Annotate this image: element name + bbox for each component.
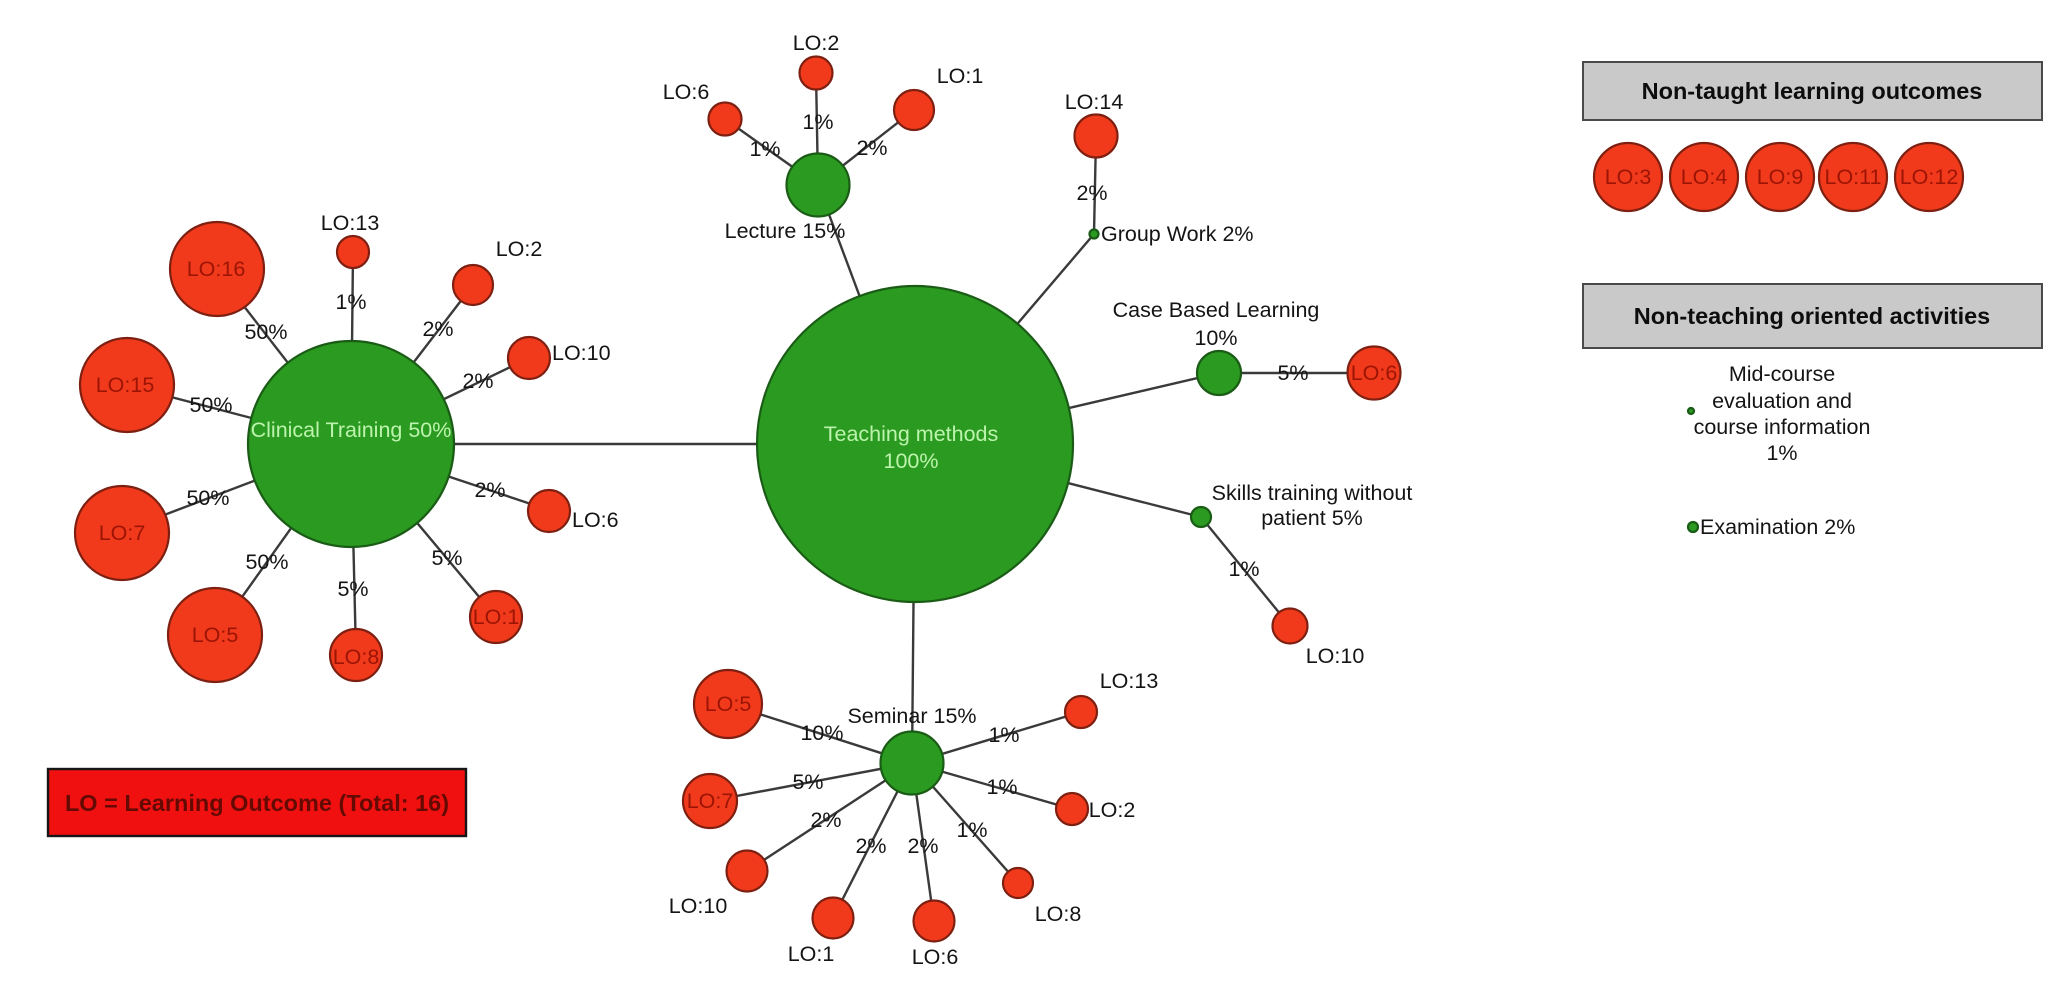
svg-text:2%: 2%	[462, 369, 493, 393]
svg-text:LO:2: LO:2	[793, 31, 840, 55]
svg-text:LO:14: LO:14	[1065, 90, 1124, 114]
svg-text:LO:7: LO:7	[687, 789, 734, 813]
svg-text:LO:3: LO:3	[1605, 165, 1652, 189]
svg-text:Seminar 15%: Seminar 15%	[847, 704, 976, 728]
svg-text:1%: 1%	[335, 290, 366, 314]
svg-text:LO:6: LO:6	[663, 80, 710, 104]
svg-text:Non-taught learning outcomes: Non-taught learning outcomes	[1642, 78, 1983, 104]
svg-text:LO:8: LO:8	[1035, 902, 1082, 926]
svg-text:LO:12: LO:12	[1900, 165, 1959, 189]
svg-text:2%: 2%	[422, 317, 453, 341]
svg-text:Non-teaching oriented activiti: Non-teaching oriented activities	[1634, 303, 1990, 329]
svg-text:LO:8: LO:8	[333, 645, 380, 669]
svg-text:50%: 50%	[189, 393, 232, 417]
svg-text:1%: 1%	[802, 110, 833, 134]
svg-text:2%: 2%	[856, 136, 887, 160]
svg-text:50%: 50%	[245, 550, 288, 574]
svg-text:LO:5: LO:5	[705, 692, 752, 716]
svg-text:1%: 1%	[988, 723, 1019, 747]
svg-text:LO:13: LO:13	[1100, 669, 1159, 693]
svg-text:Teaching methods: Teaching methods	[824, 422, 999, 446]
svg-text:50%: 50%	[186, 486, 229, 510]
svg-text:LO:7: LO:7	[99, 521, 146, 545]
svg-text:5%: 5%	[431, 546, 462, 570]
svg-text:2%: 2%	[1076, 181, 1107, 205]
svg-text:Case Based Learning: Case Based Learning	[1113, 298, 1320, 322]
svg-text:LO:6: LO:6	[572, 508, 619, 532]
svg-text:LO:13: LO:13	[321, 211, 380, 235]
svg-text:LO:5: LO:5	[192, 623, 239, 647]
svg-text:LO:1: LO:1	[788, 942, 835, 966]
svg-text:Skills training without: Skills training without	[1212, 481, 1413, 505]
svg-text:course information: course information	[1694, 415, 1871, 439]
svg-text:LO:16: LO:16	[187, 257, 246, 281]
svg-text:1%: 1%	[749, 137, 780, 161]
svg-text:Mid-course: Mid-course	[1729, 362, 1835, 386]
svg-text:LO:6: LO:6	[912, 945, 959, 969]
svg-text:100%: 100%	[884, 449, 939, 473]
svg-text:LO:10: LO:10	[552, 341, 611, 365]
svg-text:50%: 50%	[244, 320, 287, 344]
svg-text:2%: 2%	[810, 808, 841, 832]
svg-text:LO:4: LO:4	[1681, 165, 1728, 189]
svg-text:5%: 5%	[792, 770, 823, 794]
svg-text:10%: 10%	[1194, 326, 1237, 350]
svg-text:LO:10: LO:10	[1306, 644, 1365, 668]
svg-text:Clinical Training 50%: Clinical Training 50%	[251, 418, 452, 442]
svg-text:1%: 1%	[986, 775, 1017, 799]
svg-text:5%: 5%	[337, 577, 368, 601]
svg-text:LO:6: LO:6	[1351, 361, 1398, 385]
svg-text:Group Work 2%: Group Work 2%	[1101, 222, 1254, 246]
svg-text:2%: 2%	[907, 834, 938, 858]
svg-text:1%: 1%	[1228, 557, 1259, 581]
svg-text:LO = Learning Outcome (Total:: LO = Learning Outcome (Total: 16)	[65, 790, 449, 816]
svg-text:1%: 1%	[956, 818, 987, 842]
svg-text:LO:1: LO:1	[473, 605, 520, 629]
svg-text:Examination 2%: Examination 2%	[1700, 515, 1855, 539]
svg-text:10%: 10%	[800, 721, 843, 745]
svg-text:2%: 2%	[855, 834, 886, 858]
svg-text:LO:2: LO:2	[1089, 798, 1136, 822]
svg-text:LO:2: LO:2	[496, 237, 543, 261]
svg-text:1%: 1%	[1766, 441, 1797, 465]
svg-text:LO:11: LO:11	[1825, 165, 1882, 189]
svg-text:LO:1: LO:1	[937, 64, 984, 88]
svg-text:5%: 5%	[1277, 361, 1308, 385]
svg-text:evaluation and: evaluation and	[1712, 389, 1852, 413]
svg-text:2%: 2%	[474, 478, 505, 502]
svg-text:LO:10: LO:10	[669, 894, 728, 918]
svg-text:LO:15: LO:15	[96, 373, 155, 397]
svg-text:LO:9: LO:9	[1757, 165, 1804, 189]
svg-text:patient 5%: patient 5%	[1261, 506, 1363, 530]
svg-text:Lecture 15%: Lecture 15%	[725, 219, 846, 243]
